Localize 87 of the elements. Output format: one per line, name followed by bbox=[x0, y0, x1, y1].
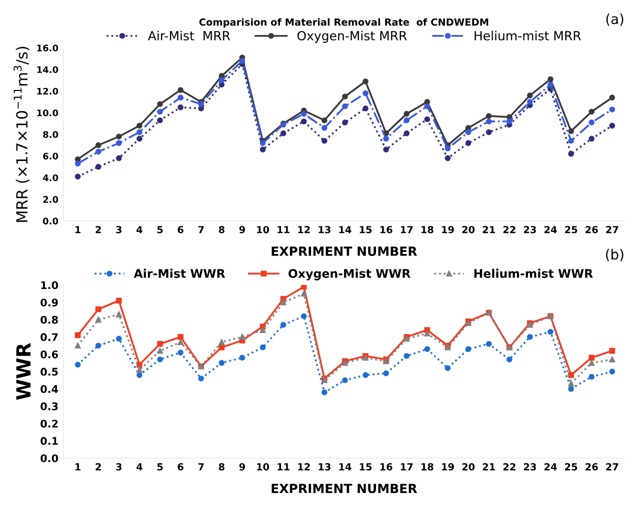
legend-label: Air-Mist MRR bbox=[148, 30, 230, 40]
y-tick-label: 0.4 bbox=[40, 385, 58, 393]
x-tick-label: 7 bbox=[198, 226, 204, 234]
x-tick-label: 1 bbox=[76, 463, 80, 470]
x-tick-label: 8 bbox=[218, 226, 224, 234]
x-tick-label: 13 bbox=[318, 463, 330, 470]
chart-title: Comparision of Material Removal Rate of CNDWEDM bbox=[199, 18, 488, 28]
x-tick-label: 5 bbox=[157, 463, 163, 470]
x-tick-label: 16 bbox=[380, 226, 392, 234]
x-tick-label: 25 bbox=[565, 226, 578, 234]
text: (b) bbox=[606, 248, 624, 262]
x-tick-label: 17 bbox=[400, 463, 413, 470]
y-tick-label: 14.0 bbox=[37, 66, 58, 74]
x-tick-label: 22 bbox=[503, 463, 516, 470]
legend-label: Helium-mist WWR bbox=[474, 268, 593, 278]
x-tick-label: 1 bbox=[76, 226, 80, 234]
x-axis-title: EXPRIMENT NUMBER bbox=[272, 484, 418, 494]
y-tick-label: 0.8 bbox=[40, 316, 58, 324]
x-axis-title: EXPRIMENT NUMBER bbox=[272, 246, 418, 256]
x-tick-label: 24 bbox=[544, 463, 557, 470]
x-tick-label: 20 bbox=[462, 226, 475, 234]
x-tick-label: 14 bbox=[339, 226, 352, 234]
x-tick-label: 11 bbox=[278, 226, 290, 234]
text: (a) bbox=[606, 13, 624, 26]
y-tick-label: 0.3 bbox=[40, 402, 58, 410]
x-tick-label: 24 bbox=[544, 226, 557, 234]
x-tick-label: 8 bbox=[218, 463, 224, 470]
x-tick-label: 19 bbox=[442, 463, 454, 470]
y-tick-label: 6.0 bbox=[43, 152, 58, 160]
x-tick-label: 9 bbox=[239, 226, 245, 234]
y-axis-title: WWR bbox=[16, 343, 30, 400]
x-tick-label: 11 bbox=[278, 463, 290, 470]
y-tick-label: 0.1 bbox=[40, 437, 58, 445]
legend-label: Helium-mist MRR bbox=[474, 30, 581, 40]
x-tick-label: 4 bbox=[136, 463, 142, 470]
y-tick-label: 10.0 bbox=[37, 109, 58, 116]
x-tick-label: 16 bbox=[380, 463, 392, 470]
x-tick-label: 27 bbox=[606, 226, 618, 234]
x-tick-label: 26 bbox=[586, 226, 598, 234]
x-tick-label: 7 bbox=[198, 463, 204, 470]
y-tick-label: 2.0 bbox=[43, 196, 58, 203]
x-tick-label: 21 bbox=[482, 226, 495, 234]
y-tick-label: 4.0 bbox=[42, 174, 58, 182]
x-tick-label: 25 bbox=[565, 463, 578, 470]
x-tick-label: 10 bbox=[257, 463, 270, 470]
x-tick-label: 2 bbox=[96, 463, 101, 470]
x-tick-label: 18 bbox=[422, 463, 434, 470]
y-tick-label: 16.0 bbox=[37, 44, 58, 52]
x-tick-label: 14 bbox=[339, 463, 352, 470]
x-tick-label: 6 bbox=[178, 463, 184, 470]
y-tick-label: 0.5 bbox=[40, 368, 58, 376]
x-tick-label: 12 bbox=[298, 463, 310, 470]
x-tick-label: 2 bbox=[96, 226, 101, 234]
x-tick-label: 20 bbox=[462, 463, 475, 470]
x-tick-label: 26 bbox=[586, 463, 598, 470]
x-tick-label: 27 bbox=[606, 463, 618, 470]
y-tick-label: 0.0 bbox=[40, 454, 58, 462]
x-tick-label: 18 bbox=[422, 226, 434, 234]
legend-label: Air-Mist WWR bbox=[134, 268, 226, 278]
y-axis-title: MRR (×1.7×10$^{−11}$m$^{3}$/s) bbox=[14, 46, 30, 222]
x-tick-label: 3 bbox=[116, 463, 122, 470]
legend-label: Oxygen-Mist MRR bbox=[297, 30, 407, 43]
y-tick-label: 0.9 bbox=[40, 298, 58, 306]
x-tick-label: 22 bbox=[503, 226, 516, 234]
x-tick-label: 19 bbox=[442, 226, 454, 234]
x-tick-label: 17 bbox=[400, 226, 413, 234]
y-tick-label: 1.0 bbox=[41, 281, 58, 290]
y-tick-label: 12.0 bbox=[37, 88, 58, 95]
x-tick-label: 4 bbox=[136, 226, 142, 234]
y-tick-label: 0.2 bbox=[40, 420, 58, 428]
x-tick-label: 15 bbox=[360, 226, 372, 234]
y-tick-label: 0.0 bbox=[42, 218, 58, 224]
x-tick-label: 23 bbox=[524, 226, 536, 234]
y-tick-label: 8.0 bbox=[43, 131, 58, 138]
x-tick-label: 15 bbox=[360, 463, 372, 470]
x-tick-label: 13 bbox=[318, 226, 330, 234]
x-tick-label: 23 bbox=[524, 463, 536, 470]
y-tick-label: 0.6 bbox=[40, 350, 58, 358]
legend-label: Oxygen-Mist WWR bbox=[288, 268, 410, 280]
x-tick-label: 3 bbox=[116, 226, 122, 234]
x-tick-label: 21 bbox=[482, 463, 495, 470]
x-tick-label: 5 bbox=[157, 226, 163, 234]
y-tick-label: 0.7 bbox=[40, 333, 58, 342]
x-tick-label: 6 bbox=[178, 226, 184, 234]
x-tick-label: 10 bbox=[257, 226, 270, 234]
x-tick-label: 12 bbox=[298, 226, 310, 234]
x-tick-label: 9 bbox=[239, 463, 245, 470]
